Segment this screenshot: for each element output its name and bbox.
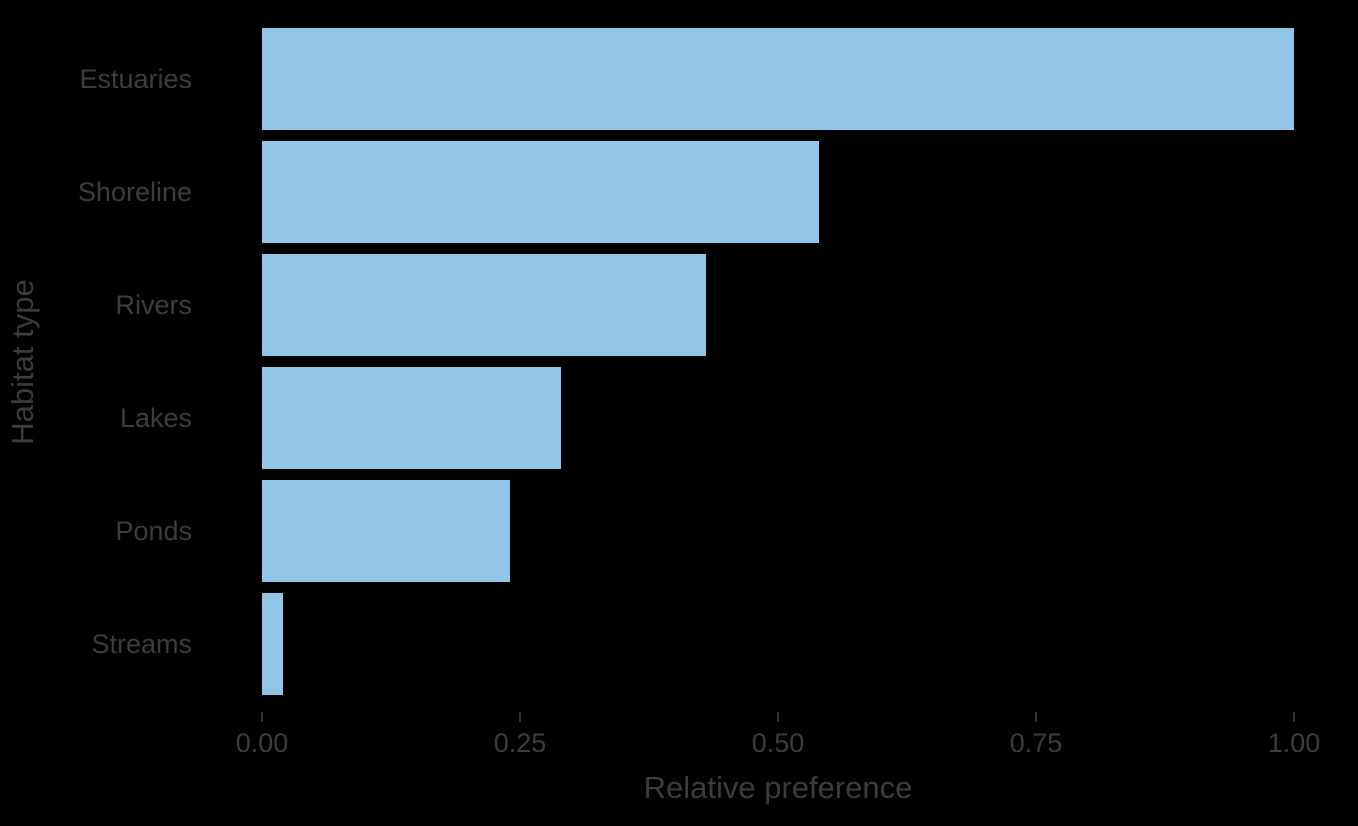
- x-axis-tick-label: 0.25: [493, 728, 547, 758]
- x-axis-tick: [1293, 712, 1295, 722]
- category-label-rivers: Rivers: [115, 290, 192, 320]
- x-axis-tick: [519, 712, 521, 722]
- bar-estuaries: [262, 28, 1294, 130]
- x-axis-tick: [1035, 712, 1037, 722]
- bar-rivers: [262, 254, 706, 356]
- x-axis-tick-label: 0.50: [751, 728, 805, 758]
- bar-streams: [262, 593, 283, 695]
- x-axis-tick-label: 0.75: [1009, 728, 1063, 758]
- bar-lakes: [262, 367, 561, 469]
- bar-shoreline: [262, 141, 819, 243]
- category-label-ponds: Ponds: [115, 516, 192, 546]
- category-label-streams: Streams: [91, 629, 192, 659]
- x-axis-tick: [261, 712, 263, 722]
- x-axis-tick: [777, 712, 779, 722]
- bar-ponds: [262, 480, 510, 582]
- category-label-lakes: Lakes: [119, 403, 192, 433]
- x-axis-tick-label: 0.00: [235, 728, 289, 758]
- category-label-estuaries: Estuaries: [79, 64, 192, 94]
- x-axis-title: Relative preference: [643, 770, 913, 805]
- category-label-shoreline: Shoreline: [77, 177, 192, 207]
- x-axis-tick-label: 1.00: [1267, 728, 1321, 758]
